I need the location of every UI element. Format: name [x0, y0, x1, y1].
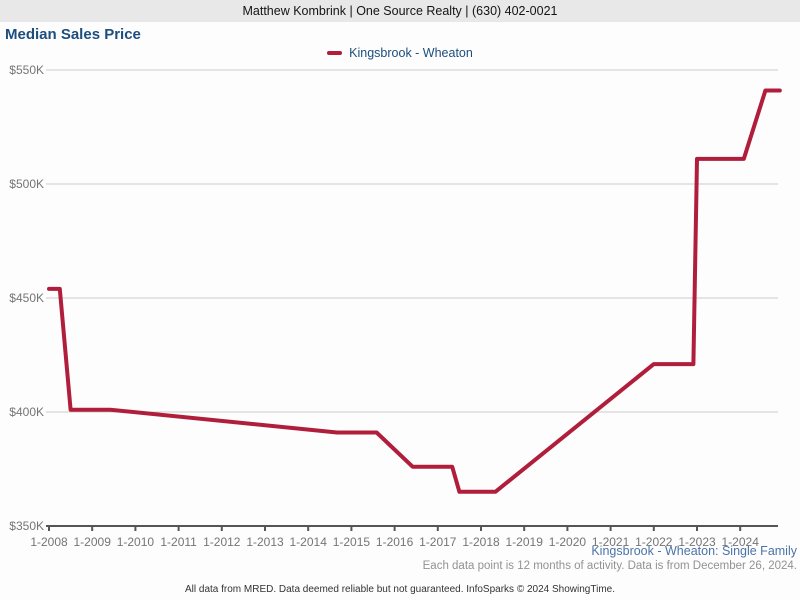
page-title: Median Sales Price: [5, 26, 141, 43]
data-freshness-note: Each data point is 12 months of activity…: [422, 560, 797, 572]
header-contact-text: Matthew Kombrink | One Source Realty | (…: [242, 4, 558, 18]
x-axis-tick-label: 1-2017: [419, 535, 457, 549]
disclaimer-text: All data from MRED. Data deemed reliable…: [184, 584, 615, 595]
y-axis-tick-label: $550K: [9, 63, 44, 77]
x-axis-tick-label: 1-2021: [592, 535, 630, 549]
x-axis-tick-label: 1-2014: [290, 535, 328, 549]
y-axis-tick-label: $400K: [9, 405, 44, 419]
x-axis-tick-label: 1-2016: [376, 535, 414, 549]
x-axis-tick-label: 1-2012: [203, 535, 241, 549]
x-axis-tick-label: 1-2010: [117, 535, 155, 549]
x-axis-tick-label: 1-2024: [722, 535, 760, 549]
chart-legend[interactable]: Kingsbrook - Wheaton: [0, 46, 800, 60]
x-axis-tick-label: 1-2018: [462, 535, 500, 549]
y-axis-tick-label: $500K: [9, 177, 44, 191]
series-line: [47, 88, 782, 494]
x-axis-tick-label: 1-2023: [678, 535, 716, 549]
y-axis-tick-label: $450K: [9, 291, 44, 305]
series-scope-note: Kingsbrook - Wheaton: Single Family: [591, 544, 797, 558]
x-axis-tick-label: 1-2022: [635, 535, 673, 549]
x-axis-tick-label: 1-2013: [246, 535, 284, 549]
y-axis-tick-label: $350K: [9, 519, 44, 533]
x-axis-tick-label: 1-2011: [160, 535, 197, 549]
x-axis-tick-label: 1-2015: [333, 535, 371, 549]
x-axis-tick-label: 1-2008: [30, 535, 68, 549]
legend-series-label: Kingsbrook - Wheaton: [349, 46, 473, 60]
x-axis-tick-label: 1-2019: [506, 535, 544, 549]
x-axis-tick-label: 1-2020: [549, 535, 587, 549]
header-bar: Matthew Kombrink | One Source Realty | (…: [0, 0, 800, 22]
legend-line-swatch-icon: [327, 51, 343, 55]
x-axis-tick-label: 1-2009: [74, 535, 112, 549]
